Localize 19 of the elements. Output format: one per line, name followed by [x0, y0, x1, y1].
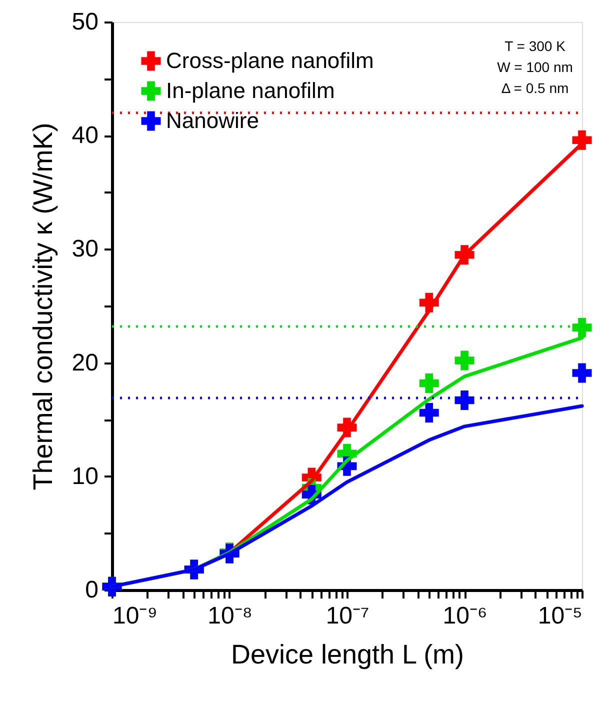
x-tick-label: 10⁻⁶ [442, 602, 488, 630]
x-tick-label: 10⁻⁷ [326, 602, 370, 630]
y-tick-label: 30 [72, 236, 98, 263]
x-tick-label: 10⁻⁹ [112, 602, 158, 630]
x-axis-title: Device length L (m) [230, 640, 464, 670]
legend-label: In-plane nanofilm [166, 78, 335, 103]
y-tick-label: 20 [72, 349, 98, 376]
annotation: T = 300 K [504, 38, 566, 54]
y-tick-label: 40 [72, 122, 98, 150]
legend-label: Cross-plane nanofilm [166, 48, 374, 73]
y-tick-label: 10 [72, 462, 98, 490]
y-tick-label: 0 [85, 576, 98, 604]
annotation: W = 100 nm [497, 59, 573, 75]
x-tick-label: 10⁻⁸ [208, 602, 252, 630]
x-tick-label: 10⁻⁵ [538, 602, 582, 630]
annotation: Δ = 0.5 nm [501, 80, 569, 96]
y-axis-title: Thermal conductivity κ (W/mK) [28, 122, 58, 490]
legend-label: Nanowire [166, 108, 259, 133]
y-tick-label: 50 [72, 8, 98, 36]
